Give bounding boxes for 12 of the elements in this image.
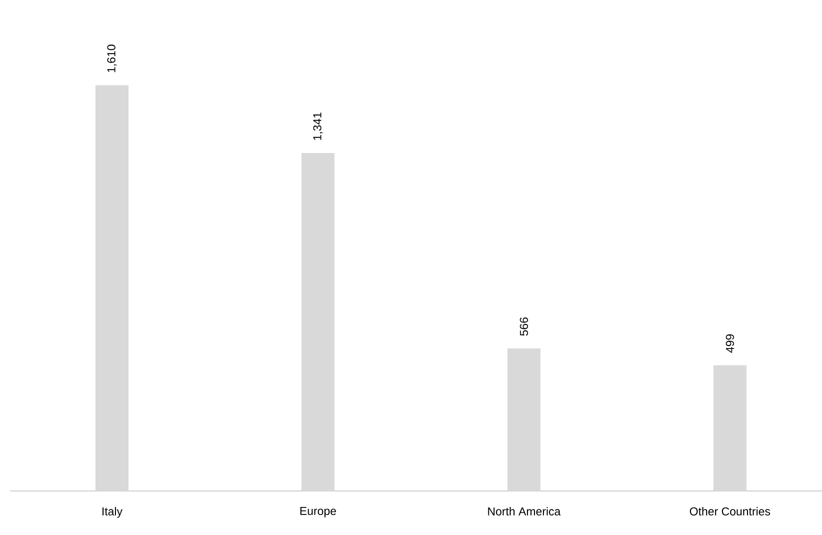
x-tick-label: Italy: [102, 507, 122, 518]
bar: [95, 85, 128, 491]
x-tick-label: Europe: [300, 507, 336, 518]
data-label: 566: [520, 317, 528, 336]
bar: [713, 365, 746, 491]
bar: [301, 153, 334, 491]
data-label: 1,341: [313, 112, 323, 140]
x-tick-label: Other Countries: [690, 507, 770, 516]
data-label: 499: [726, 334, 734, 353]
x-tick-label: North America: [488, 507, 561, 516]
data-label: 1,610: [107, 44, 117, 72]
bar: [507, 348, 540, 491]
